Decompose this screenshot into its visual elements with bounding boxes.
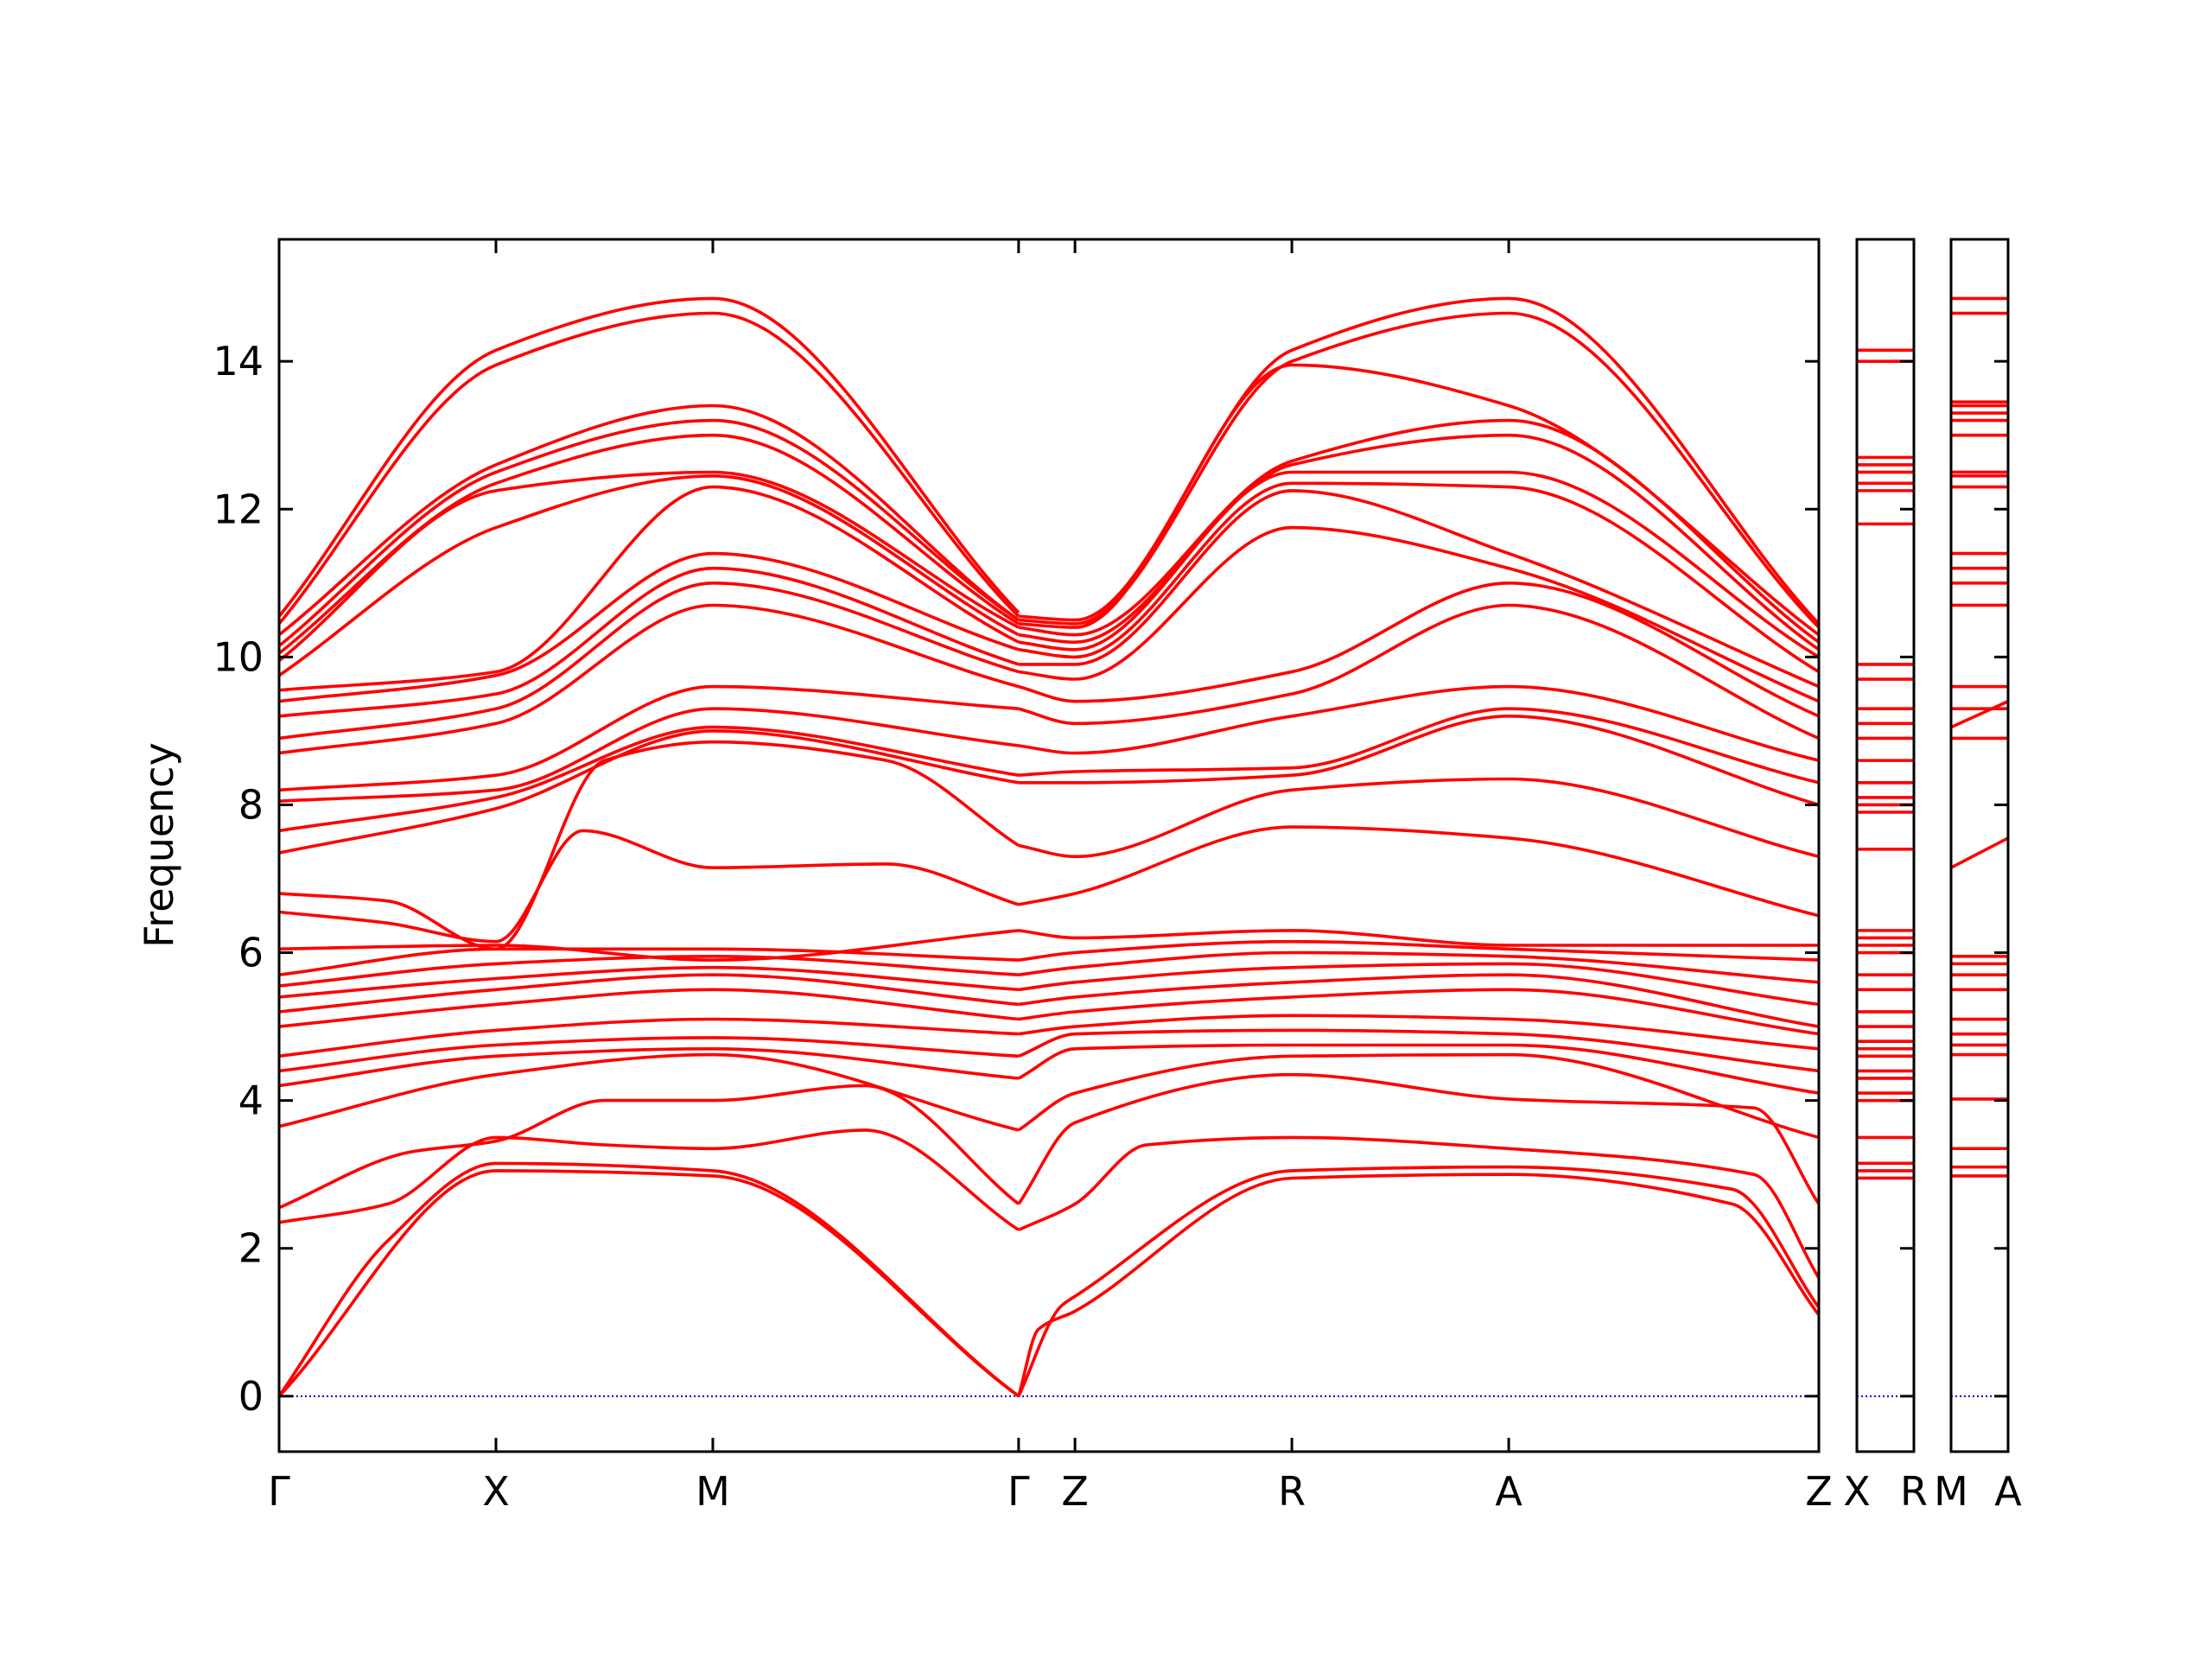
band-main-55: [1018, 481, 1819, 674]
band-main-48: [1018, 715, 1819, 807]
sloped-band-M-A-1: [1950, 700, 2009, 729]
panel-frame-M-A: [1949, 238, 2010, 1453]
band-main-61: [1018, 296, 1819, 626]
band-main-37: [1018, 1043, 1819, 1095]
band-main-27: [279, 433, 1020, 655]
x-tick-label-main-1: X: [482, 1468, 510, 1515]
band-main-46: [1018, 825, 1819, 918]
band-main-41: [1018, 973, 1819, 1028]
band-main-38: [1018, 1028, 1819, 1073]
band-main-53: [1018, 525, 1819, 703]
band-main-13: [279, 929, 1020, 962]
sloped-band-M-A-0: [1950, 836, 2009, 869]
band-main-8: [279, 988, 1020, 1028]
y-axis-label: Frequency: [136, 742, 182, 948]
band-main-30: [279, 311, 1020, 626]
band-main-34: [1018, 1135, 1819, 1279]
band-main-16: [279, 729, 1020, 855]
band-main-6: [279, 1036, 1020, 1073]
band-main-7: [279, 1017, 1019, 1058]
band-main-44: [1018, 939, 1819, 962]
band-main-35: [1017, 1072, 1819, 1205]
band-main-31: [279, 296, 1020, 618]
band-main-9: [279, 973, 1020, 1014]
y-tick-label: 14: [213, 338, 264, 385]
band-main-18: [279, 707, 1020, 803]
band-main-24: [279, 485, 1020, 692]
band-main-12: [279, 947, 1019, 976]
band-main-54: [1018, 489, 1819, 689]
band-main-50: [1018, 684, 1819, 762]
band-main-49: [1018, 707, 1819, 785]
panel-frame-main: [277, 238, 1821, 1453]
band-main-4: [279, 1052, 1020, 1132]
x-tick-label-main-7: Z: [1805, 1468, 1833, 1515]
x-tick-label-main-2: M: [696, 1468, 730, 1515]
bands-layer: [279, 296, 2009, 1398]
panel-frame-X-R: [1855, 238, 1916, 1453]
band-main-20: [279, 603, 1020, 755]
band-main-5: [279, 1047, 1020, 1088]
y-tick-label: 2: [238, 1225, 264, 1272]
band-main-10: [279, 965, 1020, 999]
band-main-21: [279, 582, 1020, 741]
x-tick-label-main-6: A: [1495, 1468, 1522, 1515]
y-tick-label: 6: [238, 930, 264, 976]
band-main-22: [279, 566, 1020, 718]
band-main-11: [279, 955, 1020, 988]
x-tick-label-main-3: Γ: [1007, 1468, 1030, 1515]
band-main-43: [1018, 950, 1819, 984]
x-tick-label-main-0: Γ: [268, 1468, 290, 1515]
band-main-57: [1018, 433, 1819, 652]
band-main-26: [279, 470, 1020, 663]
band-main-33: [1017, 1165, 1819, 1397]
y-tick-label: 0: [238, 1373, 264, 1420]
x-tick-label-main-4: Z: [1061, 1468, 1089, 1515]
band-main-42: [1018, 962, 1819, 1007]
y-tick-label: 8: [238, 781, 264, 828]
band-main-47: [1018, 777, 1819, 859]
x-tick-label-X-R-1: R: [1900, 1468, 1928, 1515]
y-tick-label: 10: [213, 633, 264, 680]
band-main-17: [279, 725, 1020, 833]
x-tick-label-M-A-1: A: [1994, 1468, 2022, 1515]
band-main-45: [1018, 929, 1819, 947]
band-main-28: [279, 418, 1020, 647]
band-main-36: [1017, 1052, 1819, 1140]
band-main-39: [1018, 1014, 1819, 1051]
band-main-14: [279, 829, 1020, 944]
x-tick-label-main-5: R: [1278, 1468, 1306, 1515]
band-main-1: [279, 1161, 1020, 1398]
x-tick-label-M-A-0: M: [1934, 1468, 1968, 1515]
band-main-23: [279, 551, 1020, 703]
band-main-56: [1018, 470, 1819, 658]
band-main-19: [279, 684, 1020, 792]
x-tick-label-X-R-0: X: [1843, 1468, 1871, 1515]
y-tick-label: 12: [213, 486, 264, 532]
band-main-60: [1018, 311, 1819, 629]
band-main-2: [279, 1128, 1020, 1231]
band-main-40: [1018, 988, 1819, 1036]
y-tick-label: 4: [238, 1077, 264, 1124]
band-main-15: [279, 740, 1020, 951]
band-main-59: [1018, 363, 1819, 637]
band-main-32: [1017, 1173, 1819, 1397]
band-main-0: [279, 1169, 1020, 1398]
band-main-51: [1018, 603, 1819, 741]
band-main-25: [279, 474, 1020, 677]
band-main-29: [279, 404, 1020, 637]
band-main-52: [1018, 582, 1819, 718]
